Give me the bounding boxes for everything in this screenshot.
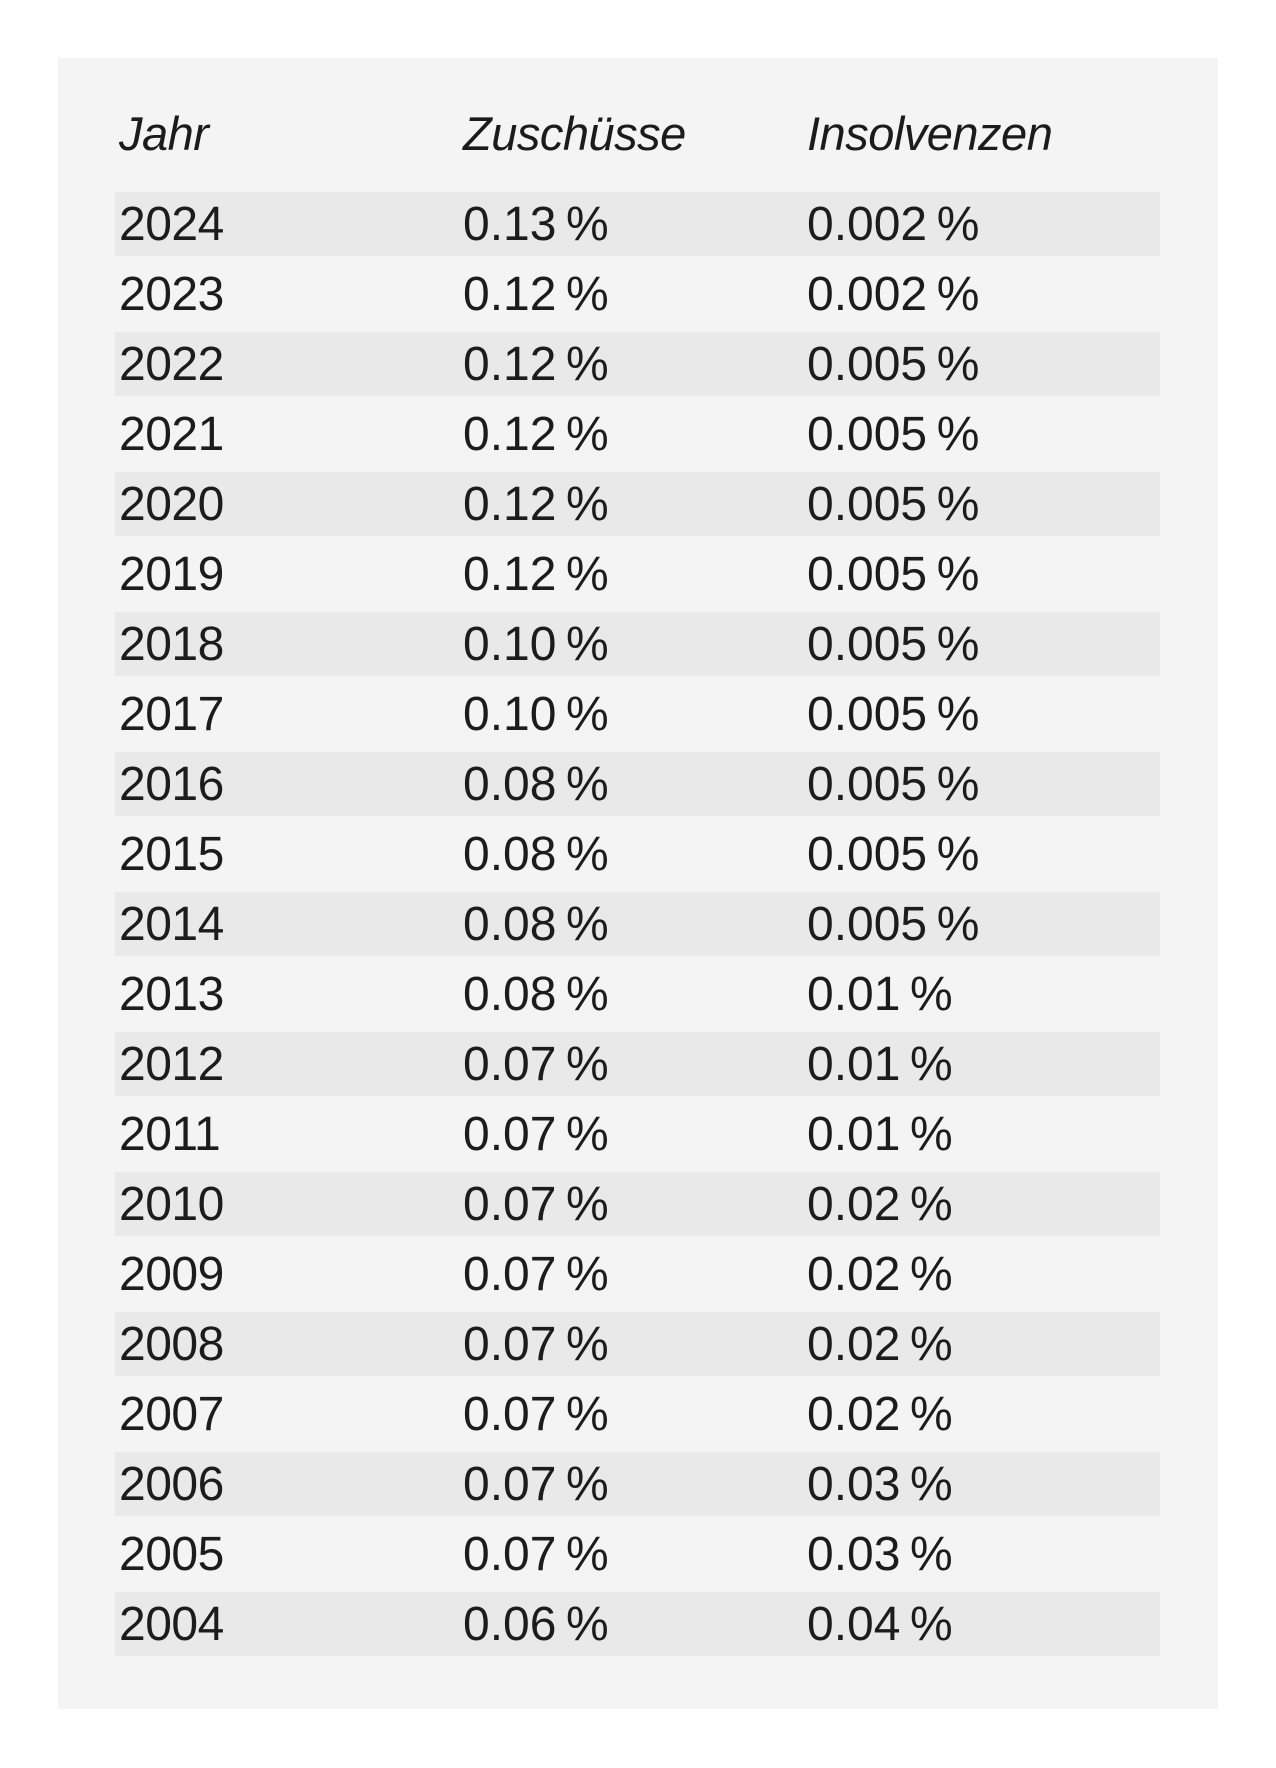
table-row: 2011 0.07 % 0.01 % [115, 1102, 1160, 1166]
table-row: 2019 0.12 % 0.005 % [115, 542, 1160, 606]
zuschuesse-cell: 0.07 % [463, 1387, 609, 1441]
insolvenzen-cell: 0.02 % [807, 1247, 953, 1301]
year-cell: 2015 [119, 827, 224, 881]
table-header: Jahr Zuschüsse Insolvenzen [115, 108, 1160, 192]
table-row: 2016 0.08 % 0.005 % [115, 752, 1160, 816]
zuschuesse-cell: 0.08 % [463, 827, 609, 881]
table-row: 2020 0.12 % 0.005 % [115, 472, 1160, 536]
year-cell: 2022 [119, 337, 224, 391]
table-row: 2010 0.07 % 0.02 % [115, 1172, 1160, 1236]
insolvenzen-cell: 0.002 % [807, 267, 980, 321]
table-row: 2023 0.12 % 0.002 % [115, 262, 1160, 326]
year-cell: 2017 [119, 687, 224, 741]
insolvenzen-cell: 0.005 % [807, 337, 980, 391]
year-cell: 2019 [119, 547, 224, 601]
zuschuesse-cell: 0.07 % [463, 1317, 609, 1371]
year-cell: 2005 [119, 1527, 224, 1581]
insolvenzen-cell: 0.005 % [807, 827, 980, 881]
zuschuesse-cell: 0.12 % [463, 267, 609, 321]
zuschuesse-cell: 0.12 % [463, 407, 609, 461]
insolvenzen-cell: 0.01 % [807, 1037, 953, 1091]
year-cell: 2020 [119, 477, 224, 531]
zuschuesse-cell: 0.08 % [463, 967, 609, 1021]
zuschuesse-cell: 0.10 % [463, 617, 609, 671]
insolvenzen-cell: 0.02 % [807, 1387, 953, 1441]
table-row: 2017 0.10 % 0.005 % [115, 682, 1160, 746]
insolvenzen-cell: 0.005 % [807, 407, 980, 461]
insolvenzen-cell: 0.005 % [807, 547, 980, 601]
insolvenzen-cell: 0.03 % [807, 1457, 953, 1511]
insolvenzen-cell: 0.002 % [807, 197, 980, 251]
year-cell: 2018 [119, 617, 224, 671]
zuschuesse-cell: 0.13 % [463, 197, 609, 251]
insolvenzen-cell: 0.005 % [807, 687, 980, 741]
insolvenzen-cell: 0.01 % [807, 1107, 953, 1161]
year-cell: 2016 [119, 757, 224, 811]
insolvenzen-cell: 0.03 % [807, 1527, 953, 1581]
table-row: 2022 0.12 % 0.005 % [115, 332, 1160, 396]
zuschuesse-cell: 0.07 % [463, 1247, 609, 1301]
table-row: 2021 0.12 % 0.005 % [115, 402, 1160, 466]
insolvenzen-cell: 0.005 % [807, 897, 980, 951]
insolvenzen-cell: 0.02 % [807, 1317, 953, 1371]
insolvenzen-cell: 0.02 % [807, 1177, 953, 1231]
year-cell: 2011 [119, 1107, 221, 1161]
table-row: 2018 0.10 % 0.005 % [115, 612, 1160, 676]
table-row: 2014 0.08 % 0.005 % [115, 892, 1160, 956]
year-cell: 2008 [119, 1317, 224, 1371]
zuschuesse-cell: 0.07 % [463, 1177, 609, 1231]
zuschuesse-cell: 0.06 % [463, 1597, 609, 1651]
table-row: 2006 0.07 % 0.03 % [115, 1452, 1160, 1516]
zuschuesse-cell: 0.12 % [463, 547, 609, 601]
column-header-jahr: Jahr [119, 108, 209, 160]
year-cell: 2012 [119, 1037, 224, 1091]
column-header-insolvenzen: Insolvenzen [807, 108, 1053, 160]
table-row: 2004 0.06 % 0.04 % [115, 1592, 1160, 1656]
table-row: 2008 0.07 % 0.02 % [115, 1312, 1160, 1376]
table-body: 2024 0.13 % 0.002 % 2023 0.12 % 0.002 % 2022 0.… [115, 192, 1160, 1656]
year-cell: 2024 [119, 197, 224, 251]
zuschuesse-cell: 0.12 % [463, 337, 609, 391]
table-row: 2024 0.13 % 0.002 % [115, 192, 1160, 256]
year-cell: 2004 [119, 1597, 224, 1651]
table-row: 2005 0.07 % 0.03 % [115, 1522, 1160, 1586]
year-cell: 2013 [119, 967, 224, 1021]
zuschuesse-cell: 0.08 % [463, 757, 609, 811]
insolvenzen-cell: 0.005 % [807, 757, 980, 811]
insolvenzen-cell: 0.005 % [807, 477, 980, 531]
table-row: 2013 0.08 % 0.01 % [115, 962, 1160, 1026]
table-card: Jahr Zuschüsse Insolvenzen 2024 0.13 % 0.0… [58, 58, 1218, 1709]
insolvenzen-cell: 0.04 % [807, 1597, 953, 1651]
column-header-zuschuesse: Zuschüsse [463, 108, 686, 160]
year-cell: 2010 [119, 1177, 224, 1231]
year-cell: 2014 [119, 897, 224, 951]
insolvenzen-cell: 0.01 % [807, 967, 953, 1021]
insolvenzen-cell: 0.005 % [807, 617, 980, 671]
zuschuesse-cell: 0.07 % [463, 1107, 609, 1161]
table-row: 2007 0.07 % 0.02 % [115, 1382, 1160, 1446]
zuschuesse-cell: 0.12 % [463, 477, 609, 531]
zuschuesse-cell: 0.07 % [463, 1527, 609, 1581]
zuschuesse-cell: 0.07 % [463, 1037, 609, 1091]
table-row: 2012 0.07 % 0.01 % [115, 1032, 1160, 1096]
table-row: 2009 0.07 % 0.02 % [115, 1242, 1160, 1306]
year-cell: 2021 [119, 407, 224, 461]
year-cell: 2023 [119, 267, 224, 321]
year-cell: 2009 [119, 1247, 224, 1301]
zuschuesse-cell: 0.07 % [463, 1457, 609, 1511]
year-cell: 2007 [119, 1387, 224, 1441]
year-cell: 2006 [119, 1457, 224, 1511]
zuschuesse-cell: 0.08 % [463, 897, 609, 951]
table-row: 2015 0.08 % 0.005 % [115, 822, 1160, 886]
zuschuesse-cell: 0.10 % [463, 687, 609, 741]
